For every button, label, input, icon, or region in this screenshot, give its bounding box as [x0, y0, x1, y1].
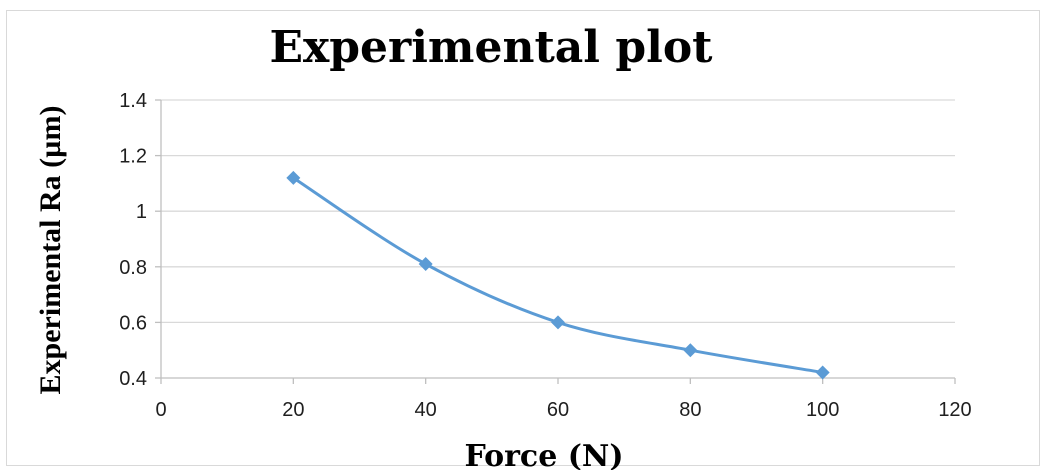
data-point-marker [418, 257, 433, 272]
y-axis-title: Experimental Ra (µm) [34, 106, 67, 395]
y-tick-label: 1.4 [119, 90, 147, 112]
y-tick-label: 0.8 [119, 257, 147, 279]
chart-frame [6, 10, 1040, 466]
data-point-marker [815, 365, 830, 380]
y-tick-label: 0.6 [119, 312, 147, 334]
x-tick-label: 120 [938, 399, 971, 421]
x-tick-label: 60 [547, 399, 569, 421]
data-point-marker [286, 170, 301, 185]
data-point-marker [551, 315, 565, 330]
chart-title: Experimental plot [270, 22, 714, 73]
x-tick-label: 80 [679, 399, 701, 421]
x-tick-label: 20 [282, 399, 304, 421]
x-tick-label: 100 [806, 399, 839, 421]
x-axis-title: Force (N) [464, 439, 623, 470]
x-tick-labels: 0 20 40 60 80 100 120 [155, 399, 971, 421]
series-group [286, 170, 830, 380]
axes [155, 99, 956, 384]
grid-lines [161, 99, 955, 324]
x-tick-label: 40 [415, 399, 437, 421]
y-tick-label: 1 [136, 201, 147, 223]
data-point-marker [683, 343, 698, 358]
x-tick-label: 0 [155, 399, 166, 421]
y-tick-labels: 0.4 0.6 0.8 1 1.2 1.4 [119, 90, 147, 390]
y-tick-label: 1.2 [119, 146, 147, 168]
series-line [292, 176, 823, 374]
y-tick-label: 0.4 [119, 368, 147, 390]
